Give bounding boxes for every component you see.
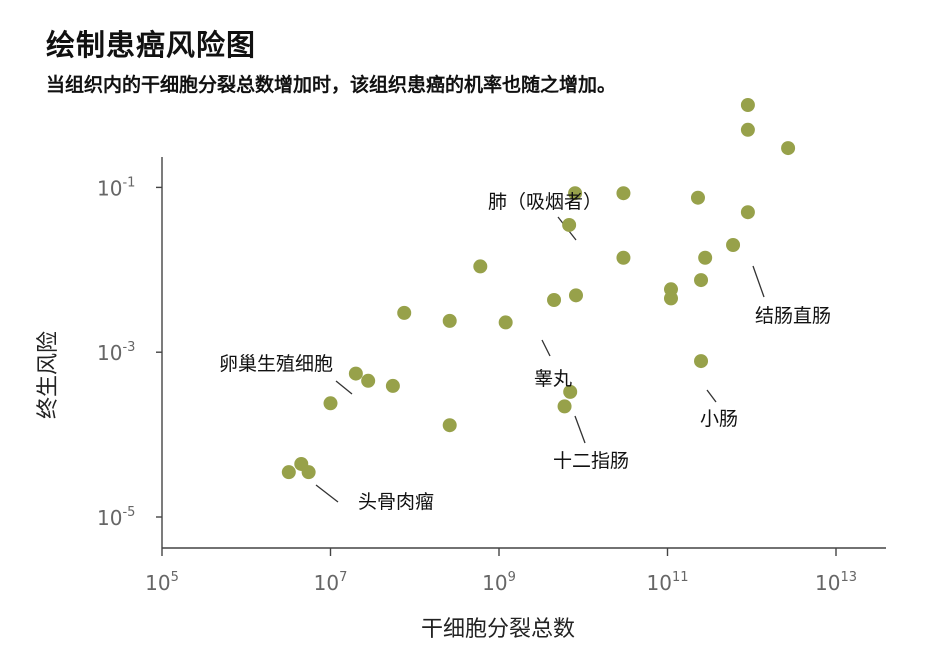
data-point — [498, 315, 513, 330]
annotation-leader-line — [574, 415, 586, 444]
annotation-leader-line — [335, 380, 353, 395]
annotation-leader-line — [706, 389, 717, 403]
data-point — [557, 399, 572, 414]
data-point — [281, 465, 296, 480]
x-tick-label: 1011 — [647, 570, 689, 595]
y-tick-label: 10-3 — [97, 340, 135, 365]
data-point — [726, 237, 741, 252]
chart-title: 绘制患癌风险图 — [46, 28, 257, 62]
y-tick-label: 10-1 — [97, 175, 135, 200]
annotation-lines — [315, 216, 765, 503]
y-ticks: 10-1 10-3 10-5 — [97, 175, 162, 530]
annotation-leader-line — [752, 265, 765, 298]
x-ticks: 105 107 109 1011 1013 — [145, 548, 857, 595]
data-point — [568, 288, 583, 303]
annotation-label: 肺（吸烟者） — [488, 191, 602, 213]
data-point — [568, 186, 583, 201]
data-point — [740, 205, 755, 220]
data-point — [690, 190, 705, 205]
data-point — [694, 273, 709, 288]
data-point — [547, 293, 562, 308]
data-point — [385, 378, 400, 393]
data-point — [301, 465, 316, 480]
data-point — [663, 291, 678, 306]
data-points — [281, 98, 796, 480]
data-point — [473, 259, 488, 274]
x-tick-label: 105 — [145, 570, 179, 595]
annotation-label: 头骨肉瘤 — [358, 491, 434, 513]
annotation-label: 卵巢生殖细胞 — [219, 353, 333, 375]
data-point — [781, 141, 796, 156]
data-point — [442, 418, 457, 433]
annotation-leader-line — [315, 484, 339, 503]
annotation-label: 结肠直肠 — [755, 305, 831, 327]
data-point — [323, 396, 338, 411]
data-point — [694, 354, 709, 369]
data-point — [348, 366, 363, 381]
data-point — [562, 217, 577, 232]
y-axis-label: 终生风险 — [36, 331, 61, 419]
data-point — [442, 313, 457, 328]
annotation-leader-line — [541, 339, 551, 357]
data-point — [740, 98, 755, 112]
annotation-label: 睾丸 — [534, 368, 572, 390]
data-point — [361, 373, 376, 388]
data-point — [397, 305, 412, 320]
x-tick-label: 1013 — [815, 570, 857, 595]
x-axis-label: 干细胞分裂总数 — [421, 617, 575, 642]
annotation-label: 小肠 — [700, 408, 738, 430]
y-tick-label: 10-5 — [97, 505, 135, 530]
chart-subtitle: 当组织内的干细胞分裂总数增加时，该组织患癌的机率也随之增加。 — [46, 74, 617, 96]
x-tick-label: 109 — [482, 570, 516, 595]
annotation-label: 十二指肠 — [553, 450, 629, 472]
data-point — [563, 384, 578, 399]
data-point — [616, 250, 631, 265]
data-point — [616, 186, 631, 201]
data-point — [698, 250, 713, 265]
x-tick-label: 107 — [314, 570, 348, 595]
data-point — [740, 122, 755, 137]
